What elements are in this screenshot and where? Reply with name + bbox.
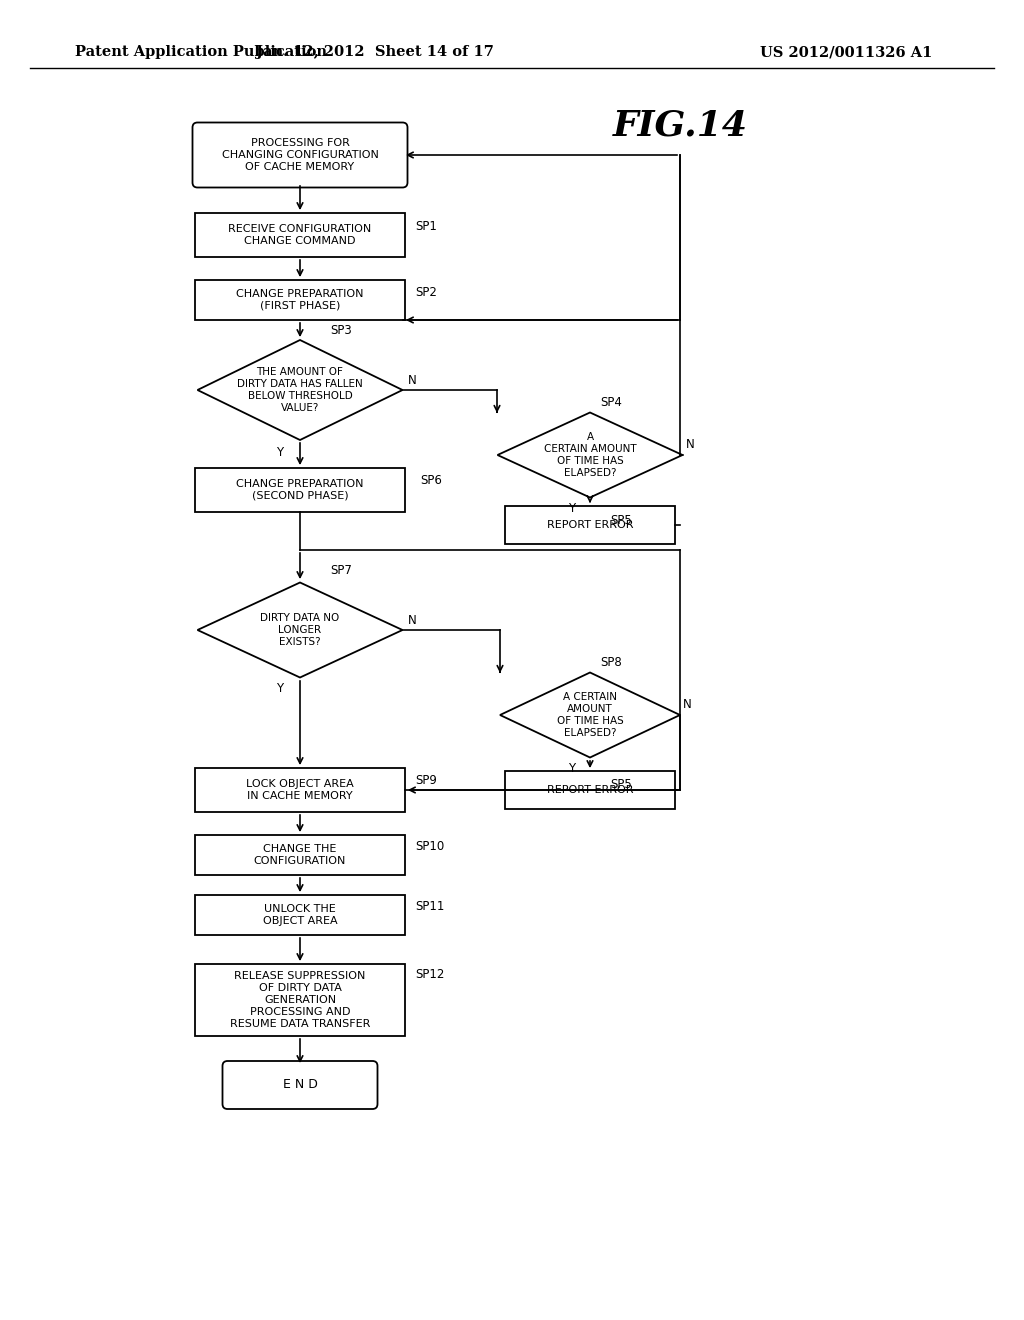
Text: N: N [408,374,417,387]
Text: SP2: SP2 [415,285,437,298]
Text: THE AMOUNT OF
DIRTY DATA HAS FALLEN
BELOW THRESHOLD
VALUE?: THE AMOUNT OF DIRTY DATA HAS FALLEN BELO… [238,367,362,413]
Text: REPORT ERROR: REPORT ERROR [547,520,633,531]
FancyBboxPatch shape [193,123,408,187]
Text: REPORT ERROR: REPORT ERROR [547,785,633,795]
Text: UNLOCK THE
OBJECT AREA: UNLOCK THE OBJECT AREA [263,904,337,927]
Text: LOCK OBJECT AREA
IN CACHE MEMORY: LOCK OBJECT AREA IN CACHE MEMORY [246,779,354,801]
Text: FIG.14: FIG.14 [612,108,748,143]
Text: A
CERTAIN AMOUNT
OF TIME HAS
ELAPSED?: A CERTAIN AMOUNT OF TIME HAS ELAPSED? [544,432,636,478]
Polygon shape [195,213,406,257]
Text: PROCESSING FOR
CHANGING CONFIGURATION
OF CACHE MEMORY: PROCESSING FOR CHANGING CONFIGURATION OF… [221,139,379,172]
Text: Patent Application Publication: Patent Application Publication [75,45,327,59]
Text: N: N [408,614,417,627]
Polygon shape [195,768,406,812]
Polygon shape [195,964,406,1036]
Text: US 2012/0011326 A1: US 2012/0011326 A1 [760,45,933,59]
Text: RELEASE SUPPRESSION
OF DIRTY DATA
GENERATION
PROCESSING AND
RESUME DATA TRANSFER: RELEASE SUPPRESSION OF DIRTY DATA GENERA… [229,972,371,1030]
Text: SP1: SP1 [415,220,437,234]
Text: DIRTY DATA NO
LONGER
EXISTS?: DIRTY DATA NO LONGER EXISTS? [260,612,340,647]
Text: RECEIVE CONFIGURATION
CHANGE COMMAND: RECEIVE CONFIGURATION CHANGE COMMAND [228,224,372,246]
Text: E N D: E N D [283,1078,317,1092]
Polygon shape [500,672,680,758]
Text: A CERTAIN
AMOUNT
OF TIME HAS
ELAPSED?: A CERTAIN AMOUNT OF TIME HAS ELAPSED? [557,692,624,738]
Text: SP5: SP5 [610,779,632,792]
Text: SP6: SP6 [420,474,442,487]
Text: SP9: SP9 [415,774,437,787]
Text: SP4: SP4 [600,396,622,409]
Text: Y: Y [276,681,284,694]
Polygon shape [195,469,406,512]
Text: SP8: SP8 [600,656,622,669]
FancyBboxPatch shape [222,1061,378,1109]
Polygon shape [198,341,402,440]
Text: CHANGE PREPARATION
(FIRST PHASE): CHANGE PREPARATION (FIRST PHASE) [237,289,364,312]
Polygon shape [505,771,675,809]
Text: N: N [683,698,692,711]
Text: SP10: SP10 [415,841,444,854]
Text: Y: Y [276,446,284,458]
Text: Y: Y [568,503,575,516]
Text: Y: Y [568,763,575,776]
Text: SP3: SP3 [330,323,352,337]
Polygon shape [198,582,402,677]
Polygon shape [498,412,683,498]
Text: SP5: SP5 [610,513,632,527]
Polygon shape [195,836,406,875]
Text: N: N [686,438,694,451]
Text: CHANGE PREPARATION
(SECOND PHASE): CHANGE PREPARATION (SECOND PHASE) [237,479,364,502]
Text: SP7: SP7 [330,564,352,577]
Text: SP12: SP12 [415,969,444,982]
Polygon shape [195,280,406,319]
Polygon shape [195,895,406,935]
Text: Jan. 12, 2012  Sheet 14 of 17: Jan. 12, 2012 Sheet 14 of 17 [256,45,494,59]
Polygon shape [505,506,675,544]
Text: CHANGE THE
CONFIGURATION: CHANGE THE CONFIGURATION [254,843,346,866]
Text: SP11: SP11 [415,900,444,913]
